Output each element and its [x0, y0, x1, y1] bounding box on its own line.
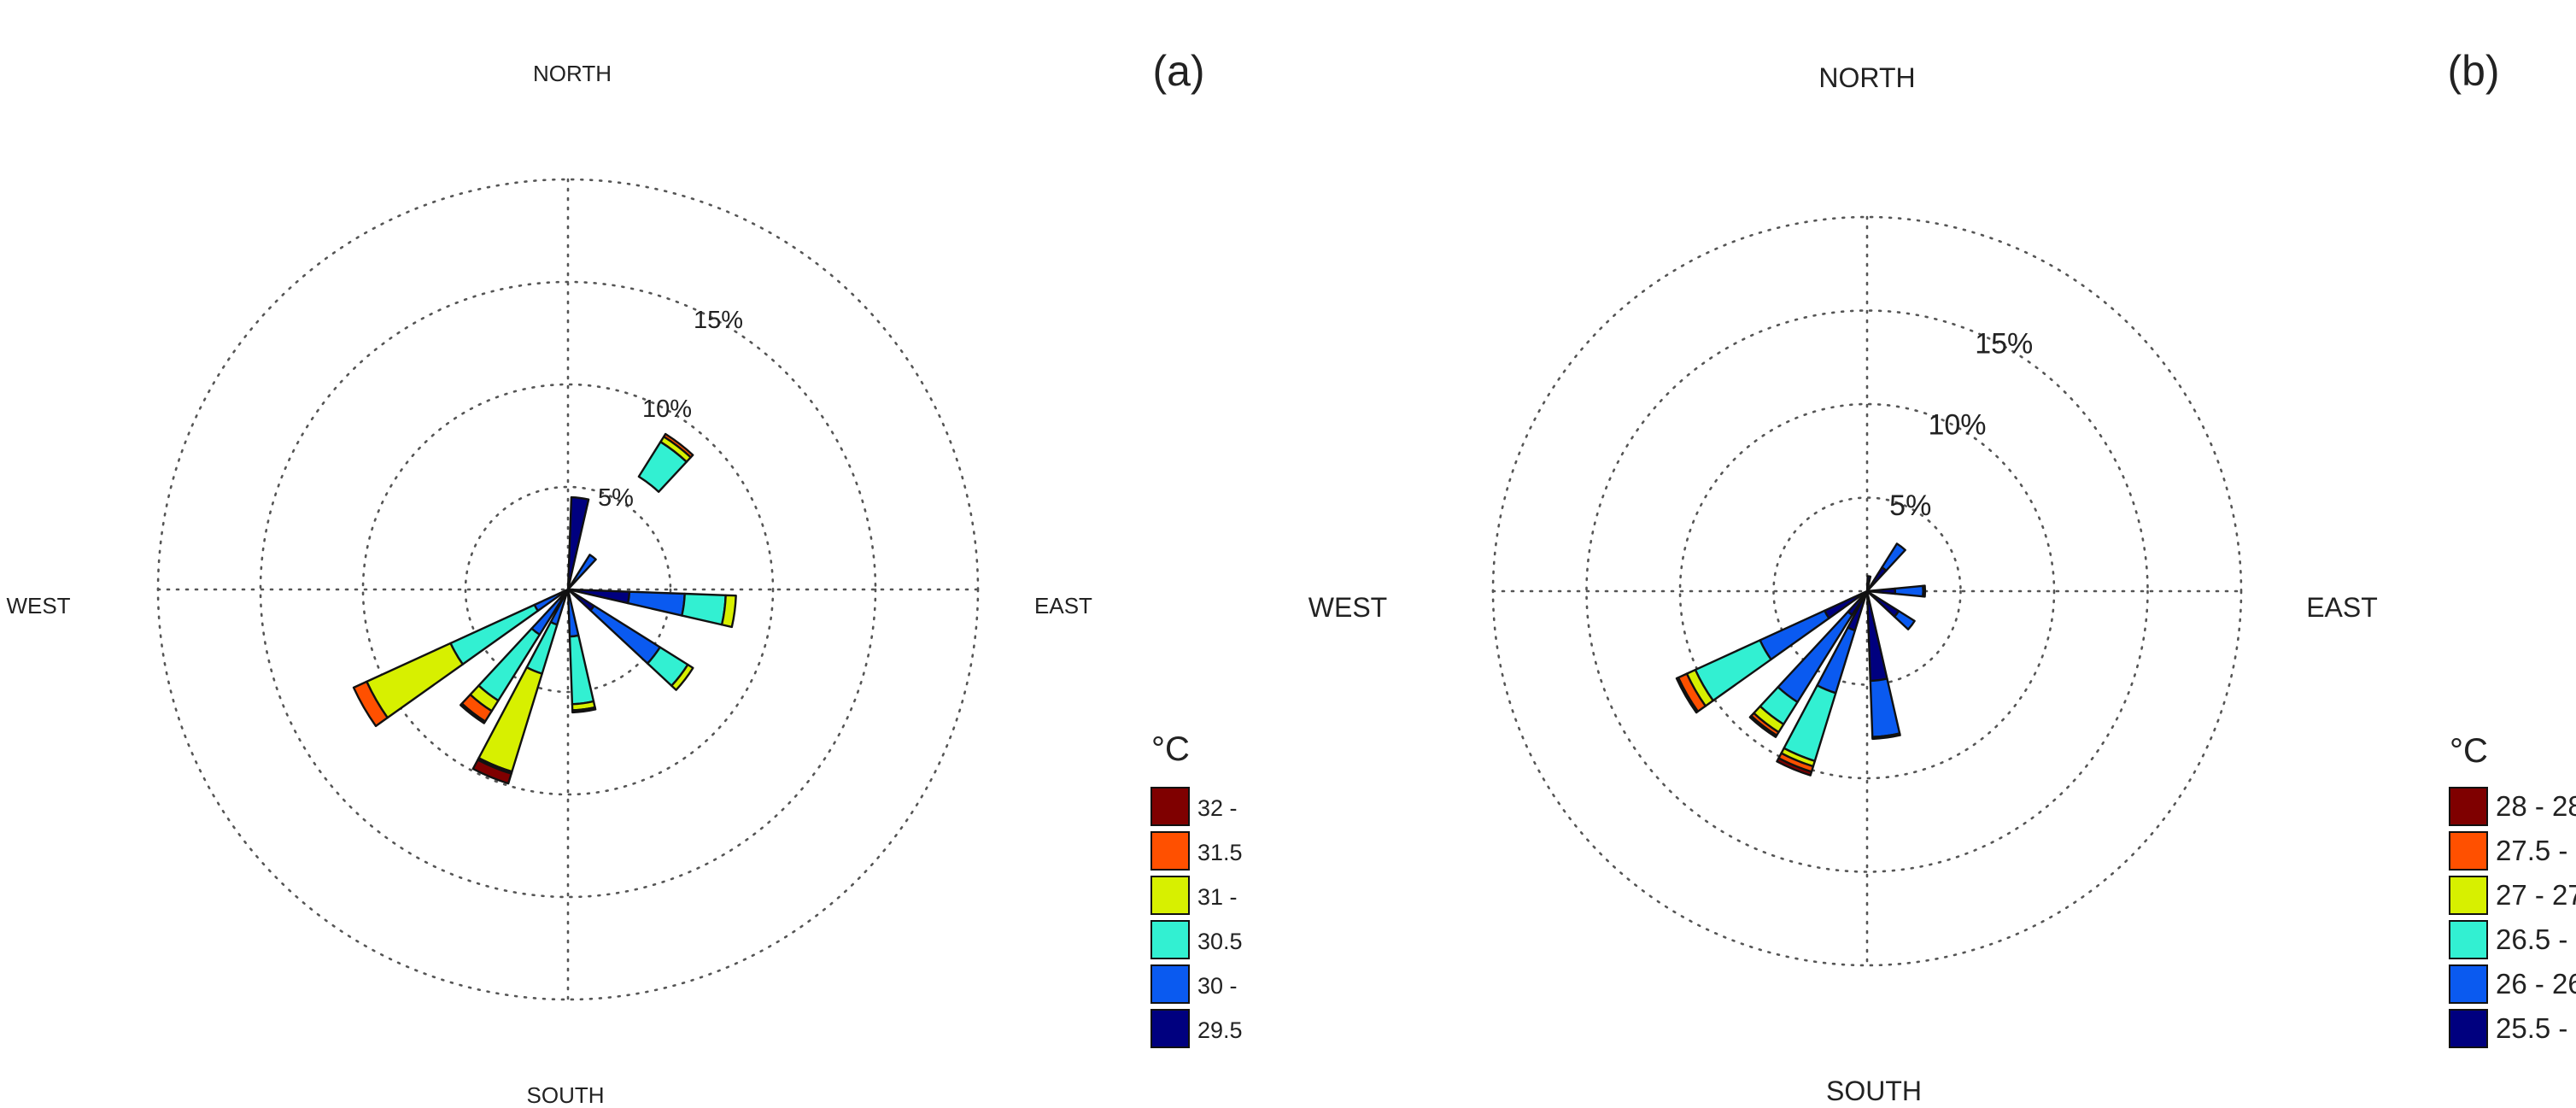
- legend-label: 31.5: [1197, 840, 1243, 865]
- wedge-8-31.5: [352, 680, 389, 728]
- ring-label-10: 10%: [1928, 408, 1986, 441]
- wedge-5-28 - 28.5: [1776, 757, 1813, 777]
- wedge-2-26.5 - 27: [1922, 584, 1927, 598]
- direction-label-bg-north: [530, 59, 615, 88]
- wedge-1-26 - 26.5: [1881, 542, 1906, 572]
- wedge-4-30: [589, 604, 661, 665]
- legend-label: 32 -: [1197, 795, 1238, 821]
- wedge-4-27 - 27.5: [1871, 732, 1901, 741]
- direction-label-south: SOUTH: [1826, 1076, 1922, 1104]
- wedge-7-32: [460, 702, 487, 724]
- legend-label: 25.5 - 26: [2496, 1012, 2576, 1044]
- legend-swatch: [2449, 1009, 2488, 1048]
- ring-label-15: 15%: [1975, 328, 2033, 361]
- wedge-0-29.5: [566, 495, 590, 591]
- legend-swatch: [2449, 876, 2488, 915]
- wedge-3-30.5: [681, 592, 727, 626]
- direction-label-bg-east: [1031, 591, 1097, 620]
- legend-title: °C: [2450, 732, 2488, 770]
- direction-label-bg-west: [1304, 590, 1391, 624]
- wedge-4-26 - 26.5: [1869, 677, 1901, 738]
- direction-label-east: EAST: [2306, 592, 2378, 623]
- direction-label-north: NORTH: [1818, 62, 1915, 93]
- windrose-panel-b: NORTH SOUTH EAST WEST 5% 10% 15% (b) °C28 - 28.5…: [1304, 47, 2576, 1108]
- legend-label: 30 -: [1197, 973, 1238, 999]
- legend-swatch: [2449, 787, 2488, 826]
- legend-swatch: [1150, 876, 1190, 915]
- direction-label-east: EAST: [1034, 593, 1092, 618]
- wedge-5-30: [567, 594, 580, 638]
- legend-label: 26 - 26.5: [2496, 968, 2576, 1000]
- grid-ring-5: [1772, 496, 1962, 686]
- direction-label-west: WEST: [1308, 592, 1387, 623]
- direction-label-bg-east: [2303, 590, 2381, 624]
- direction-label-bg-west: [3, 591, 74, 620]
- wedge-7-28 - 28.5: [1675, 676, 1700, 714]
- ring-label-5: 5%: [1889, 490, 1931, 522]
- wedge-5-31.5: [571, 706, 597, 714]
- wedge-4-31: [670, 663, 694, 691]
- grid-ring-10: [361, 383, 775, 796]
- direction-label-bg-north: [1815, 61, 1919, 95]
- wedge-3-26 - 26.5: [1893, 610, 1916, 630]
- legend-swatch: [1150, 920, 1190, 959]
- wedge-2-31.5: [663, 432, 694, 459]
- panel-label: (a): [1152, 47, 1204, 95]
- legend-swatch: [2449, 831, 2488, 871]
- panel-label: (b): [2447, 47, 2499, 95]
- legend-swatch: [1150, 787, 1190, 826]
- direction-label-north: NORTH: [533, 61, 612, 86]
- legend-swatch: [2449, 920, 2488, 959]
- legend-label: 30.5: [1197, 929, 1243, 954]
- grid-ring-5: [464, 485, 672, 694]
- direction-label-west: WEST: [6, 593, 70, 618]
- legend-label: 29.5: [1197, 1017, 1243, 1043]
- legend: °C 32 - 31.5 31 - 30.5 30 - 29.5: [1150, 730, 1243, 1048]
- legend-label: 26.5 - 27: [2496, 923, 2576, 955]
- legend-swatch: [2449, 964, 2488, 1004]
- legend-swatch: [1150, 964, 1190, 1004]
- wedge-1-30: [566, 554, 597, 591]
- ring-label-10: 10%: [642, 396, 692, 423]
- ring-label-15: 15%: [694, 307, 743, 334]
- grid-ring-15: [1585, 309, 2149, 873]
- wedge-2-26 - 26.5: [1894, 584, 1924, 598]
- direction-label-bg-south: [1823, 1074, 1925, 1108]
- legend-label: 31 -: [1197, 884, 1238, 910]
- legend-swatch: [1150, 831, 1190, 871]
- legend-label: 28 - 28.5: [2496, 790, 2576, 822]
- direction-label-south: SOUTH: [527, 1082, 605, 1104]
- wedge-3-31: [720, 594, 737, 629]
- wedge-6-32: [471, 759, 512, 785]
- grid-ring-10: [1678, 402, 2056, 780]
- legend-title: °C: [1151, 730, 1190, 768]
- wedge-6-28 - 28.5: [1748, 714, 1778, 738]
- wedge-5-30.5: [568, 634, 595, 706]
- legend-swatch: [1150, 1009, 1190, 1048]
- legend: °C28 - 28.5 27.5 - 28 27 - 27.5 26.5 - 27 26…: [2449, 732, 2576, 1048]
- wedge-3-30: [626, 590, 686, 617]
- wedge-0-25.5 - 26: [1865, 575, 1872, 593]
- legend-label: 27 - 27.5: [2496, 879, 2576, 911]
- windrose-panel-a: NORTH SOUTH EAST WEST 5% 10% 15% (a) °C 32 - 31.5 3…: [3, 47, 1243, 1108]
- legend-label: 27.5 - 28: [2496, 835, 2576, 866]
- ring-label-5: 5%: [598, 484, 634, 512]
